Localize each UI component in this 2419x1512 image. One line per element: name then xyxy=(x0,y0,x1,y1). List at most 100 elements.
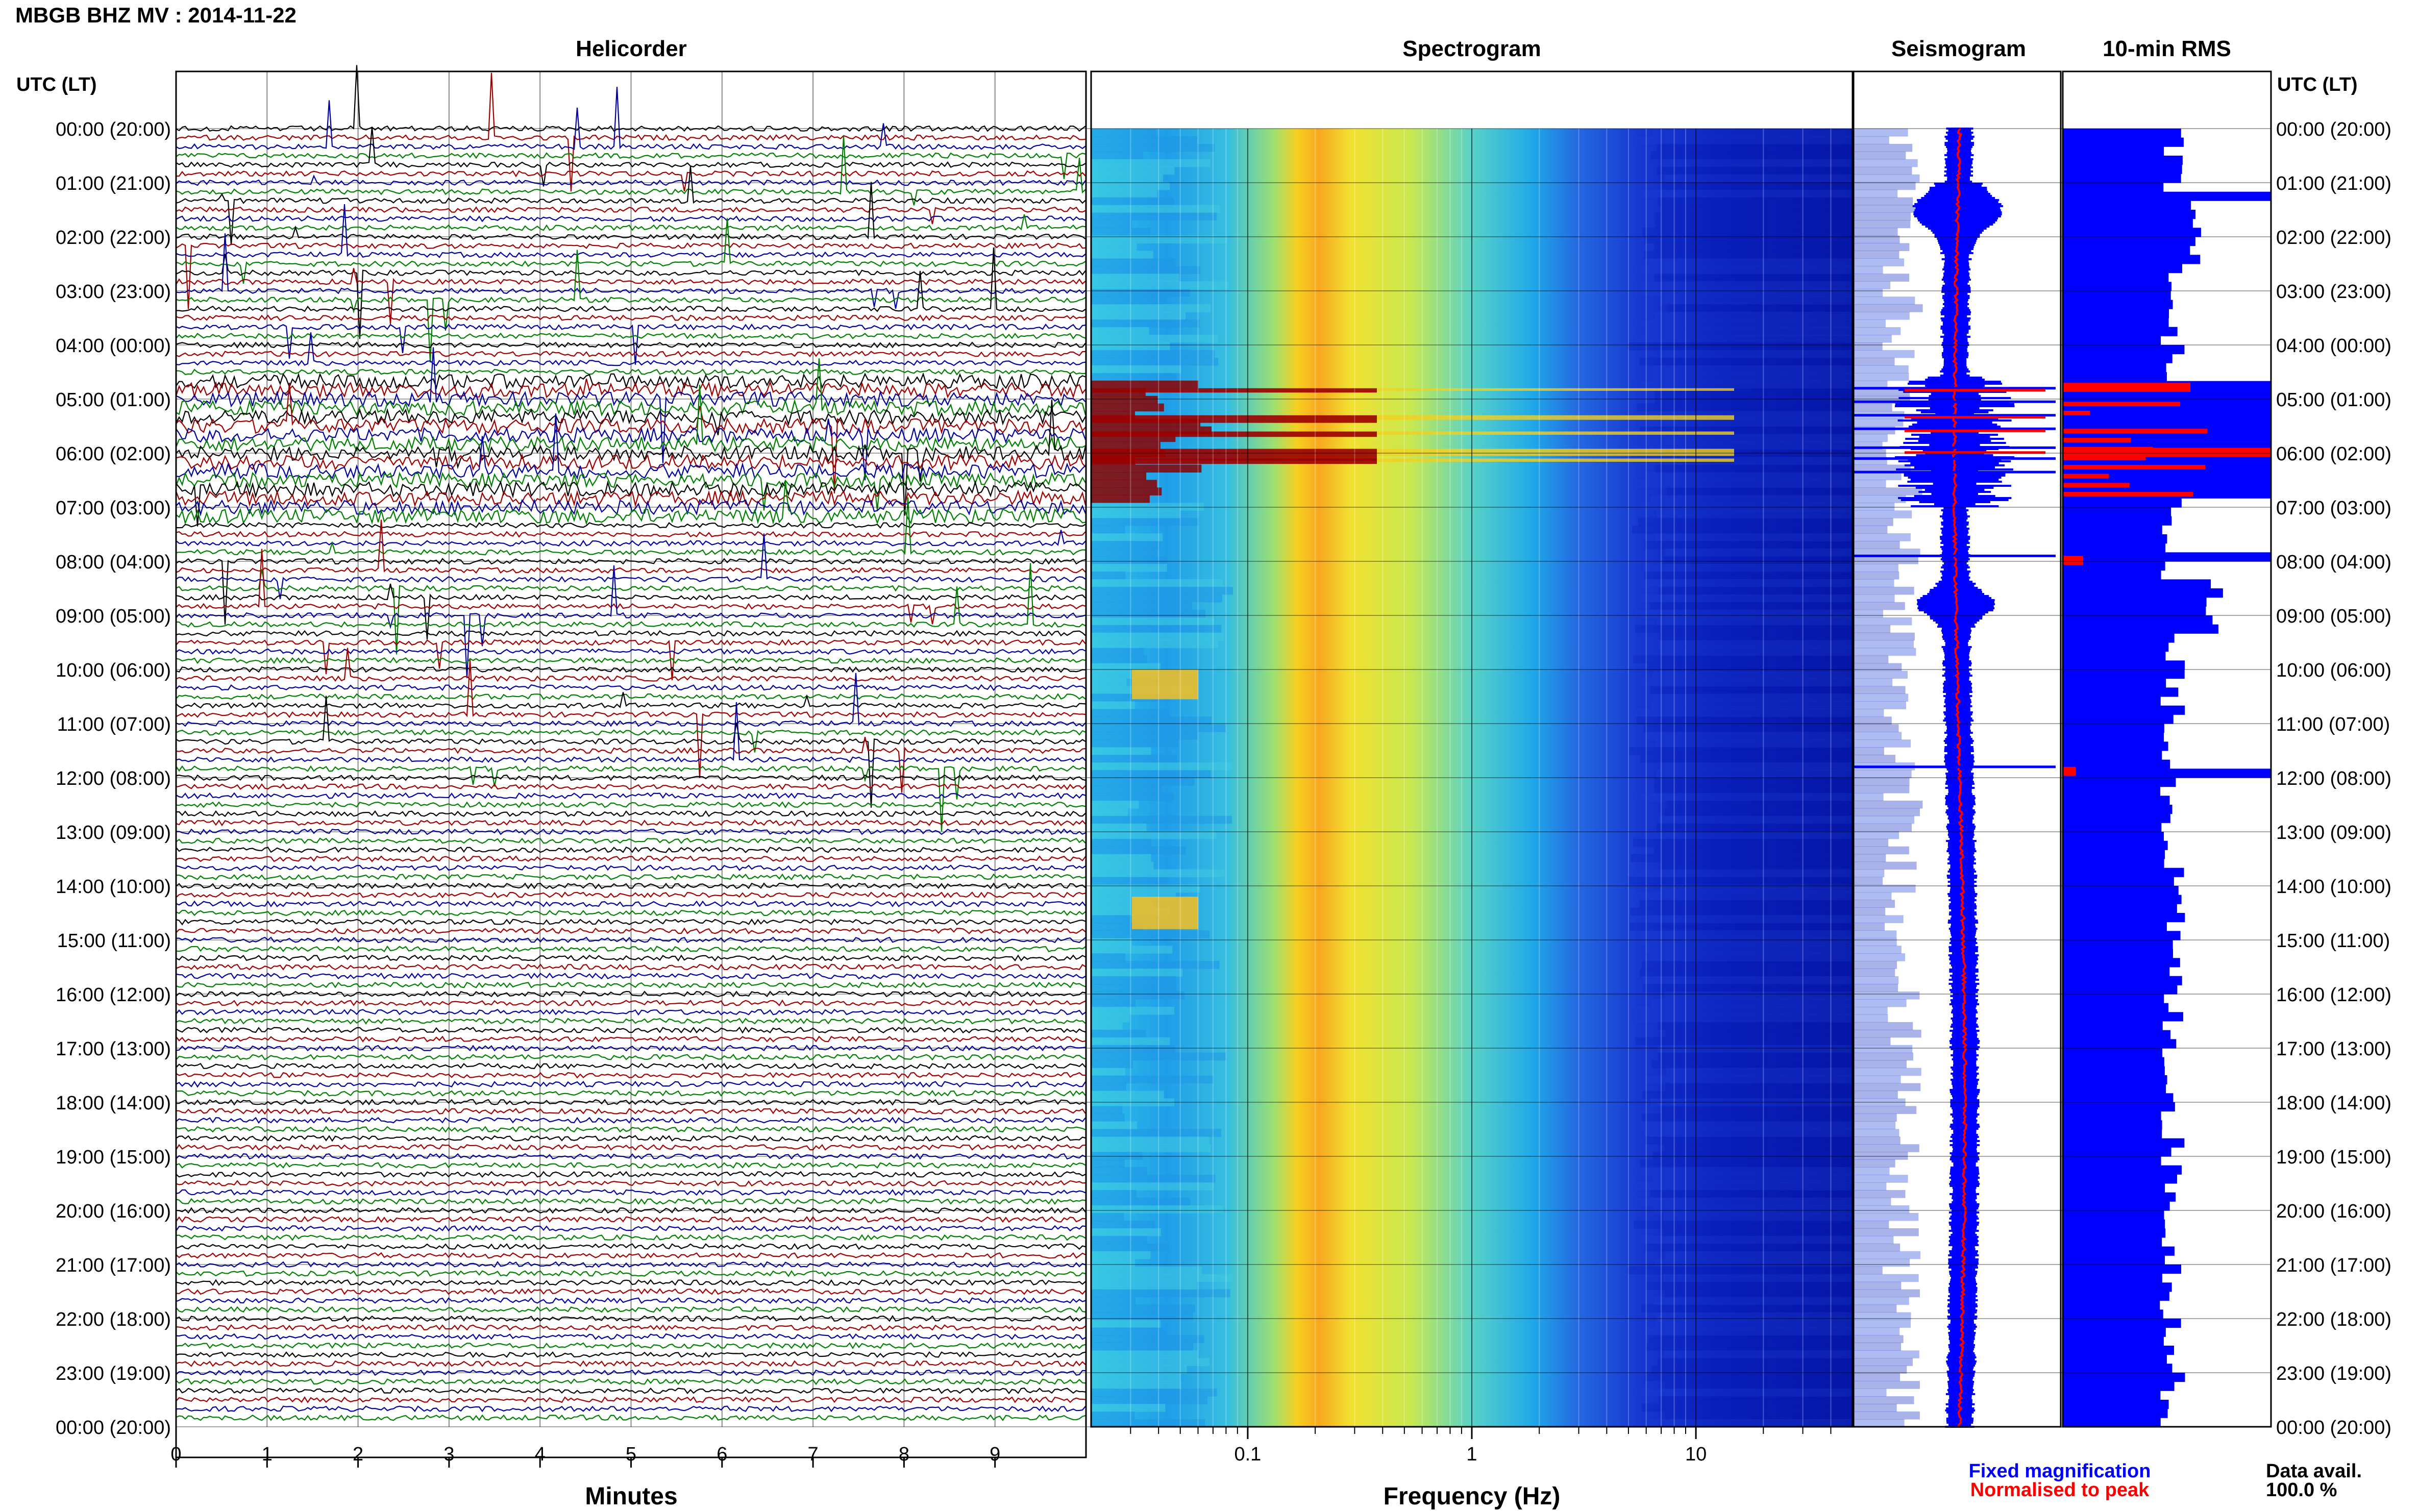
spectrogram-band xyxy=(1658,1022,1913,1030)
spectrogram-band xyxy=(1091,274,1179,282)
rms-bar xyxy=(2063,1201,2170,1211)
spectrogram-band xyxy=(1627,441,1883,450)
spectrogram-band xyxy=(1645,1136,1900,1145)
rms-bar xyxy=(2063,1228,2166,1238)
spectrogram-band xyxy=(1654,243,1910,252)
rms-bar xyxy=(2063,895,2182,904)
helicorder-trace xyxy=(175,1234,1086,1241)
spectrogram-band xyxy=(1649,258,1905,266)
spectrogram-band xyxy=(1091,541,1161,549)
spectrogram-band xyxy=(1661,1106,1917,1114)
spectrogram-band xyxy=(1091,1167,1147,1175)
spectrogram-band xyxy=(1645,1243,1900,1252)
rms-bar xyxy=(2063,1364,2173,1373)
rms-bar xyxy=(2063,1174,2177,1184)
helicorder-trace xyxy=(175,764,1086,832)
rms-bar xyxy=(2063,237,2195,246)
helicorder-trace xyxy=(175,563,1086,628)
helicorder-tick-label: 1 xyxy=(262,1444,273,1465)
spectrogram-band xyxy=(1091,571,1126,580)
spectrogram-band xyxy=(1091,403,1164,412)
helicorder-trace xyxy=(175,1333,1086,1341)
rms-bar xyxy=(2063,218,2193,228)
helicorder-trace xyxy=(175,1279,1086,1286)
spectrogram-band xyxy=(1091,1098,1175,1107)
helicorder-trace xyxy=(175,481,1086,526)
helicorder-trace xyxy=(175,1072,1086,1079)
spectrogram-band xyxy=(1664,1411,1920,1420)
spectrogram-band xyxy=(1091,1389,1217,1397)
helicorder-trace xyxy=(175,846,1086,853)
helicorder-trace xyxy=(175,565,1086,678)
spectrogram-band xyxy=(1631,854,1886,862)
utc-tick-label-right: 10:00 (06:00) xyxy=(2276,660,2391,681)
rms-bar xyxy=(2063,823,2162,832)
rms-bar xyxy=(2063,1373,2185,1382)
spectrogram-event xyxy=(1091,458,1377,464)
helicorder-trace xyxy=(175,72,1086,192)
spectrogram-band xyxy=(1091,441,1161,450)
utc-tick-label-right: 17:00 (13:00) xyxy=(2276,1038,2391,1060)
spectrogram-band xyxy=(1630,923,1885,931)
spectrogram-band xyxy=(1633,655,1889,664)
utc-tick-label-left: 20:00 (16:00) xyxy=(56,1201,171,1222)
spectrogram-band xyxy=(1091,1075,1214,1084)
helicorder-trace xyxy=(175,972,1086,980)
spectrogram-band xyxy=(1659,350,1915,358)
rms-bar xyxy=(2063,1192,2176,1202)
helicorder-trace xyxy=(175,1134,1086,1142)
rms-bar xyxy=(2063,832,2164,841)
rms-bar xyxy=(2063,291,2171,301)
rms-bar xyxy=(2063,417,2271,427)
rms-bar xyxy=(2063,714,2174,724)
spectrogram-band xyxy=(1091,609,1205,618)
spectrogram-band xyxy=(1091,640,1218,649)
rms-normalised-bar xyxy=(2063,483,2130,488)
rms-bar xyxy=(2063,1273,2162,1283)
rms-normalised-bar xyxy=(2063,437,2131,442)
spectrogram-band xyxy=(1091,495,1150,503)
spectrogram-band xyxy=(1091,503,1204,511)
spectrogram-band xyxy=(1091,365,1181,374)
spectrogram-band xyxy=(1644,1327,1900,1336)
utc-tick-label-right: 15:00 (11:00) xyxy=(2276,930,2390,952)
spectrogram-band xyxy=(1639,579,1894,587)
utc-tick-label-right: 02:00 (22:00) xyxy=(2276,227,2391,249)
spectrogram-band xyxy=(1659,586,1914,595)
helicorder-tick-label: 6 xyxy=(717,1444,727,1465)
helicorder-trace xyxy=(175,215,1086,222)
spectrogram-band xyxy=(1091,1068,1125,1076)
rms-bar xyxy=(2063,913,2185,923)
helicorder-trace xyxy=(175,385,1086,453)
spectrogram-band xyxy=(1632,434,1888,442)
spectrogram-band xyxy=(1665,549,1920,557)
rms-bar xyxy=(2063,1292,2169,1301)
rms-bar xyxy=(2063,228,2201,237)
spectrogram-band xyxy=(1091,846,1186,855)
helicorder-trace xyxy=(175,648,1086,655)
spectrogram-band xyxy=(1656,739,1911,748)
rms-bar xyxy=(2063,859,2164,869)
spectrogram-band xyxy=(1091,1358,1210,1366)
helicorder-trace xyxy=(175,801,1086,809)
rms-bar xyxy=(2063,660,2185,670)
rms-normalised-bar xyxy=(2063,448,2271,457)
utc-tick-label-left: 02:00 (22:00) xyxy=(56,227,171,249)
helicorder-trace xyxy=(175,1360,1086,1367)
helicorder-trace xyxy=(175,1378,1086,1385)
rms-normalised-bar xyxy=(2063,474,2109,479)
spectrogram-band xyxy=(1637,403,1892,412)
spectrogram-band xyxy=(1652,671,1908,679)
spectrogram-band xyxy=(1631,1182,1887,1191)
spectrogram-band xyxy=(1643,984,1898,992)
spectrogram-band xyxy=(1091,327,1149,335)
spectrogram-band xyxy=(1667,304,1923,312)
spectrogram-band xyxy=(1649,602,1905,610)
spectrogram-band xyxy=(1636,335,1892,343)
spectrogram-band xyxy=(1654,312,1910,320)
spectrogram-band xyxy=(1644,1129,1899,1137)
rms-bar xyxy=(2063,778,2176,787)
utc-tick-label-left: 21:00 (17:00) xyxy=(56,1255,171,1276)
spectrogram-band xyxy=(1091,800,1139,809)
rms-bar xyxy=(2063,1147,2171,1157)
